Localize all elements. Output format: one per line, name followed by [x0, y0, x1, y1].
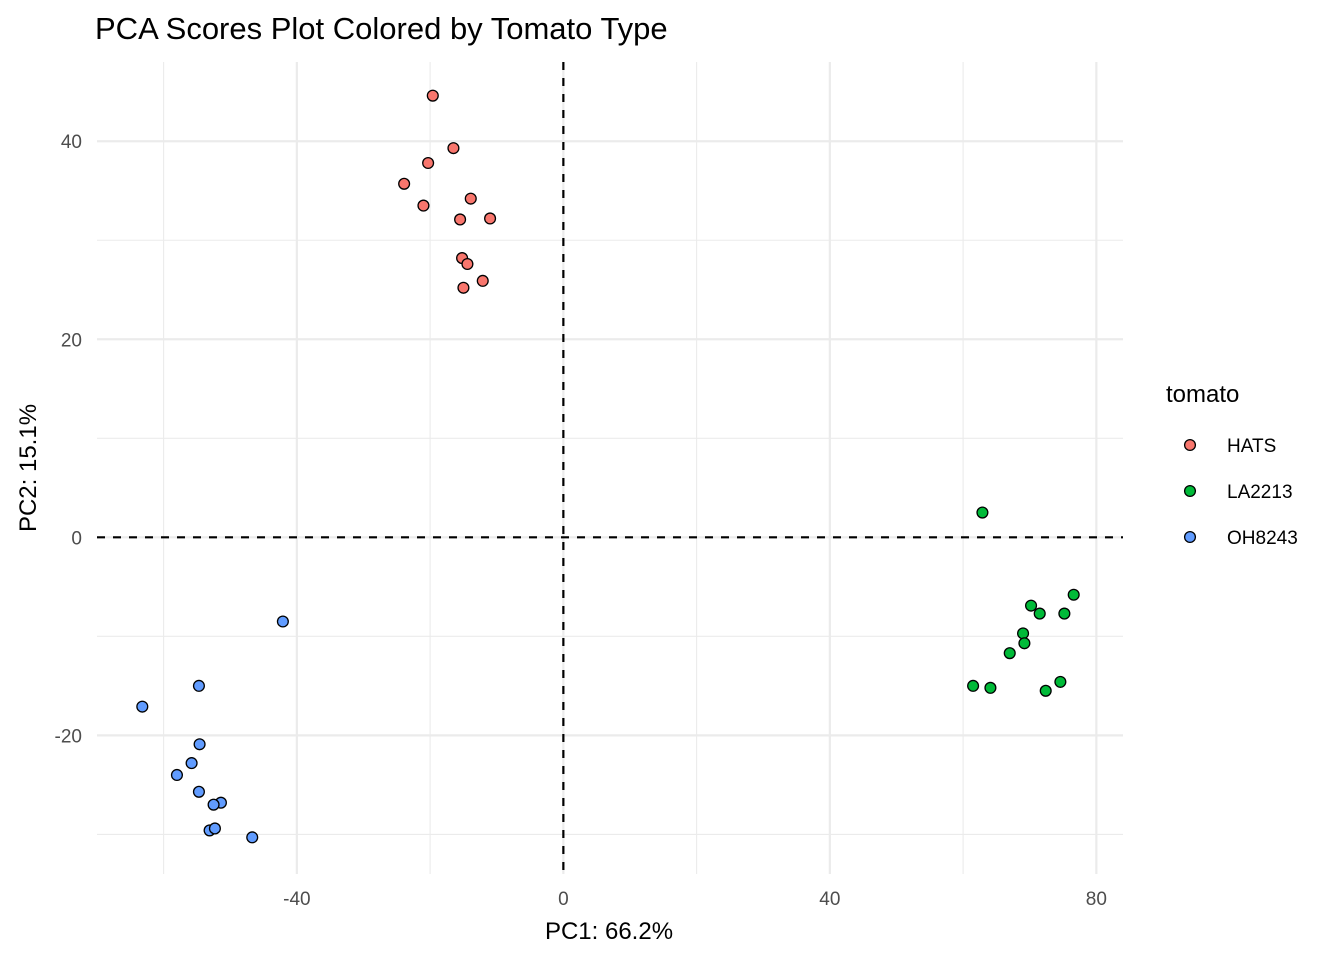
data-point-oh8243 [136, 700, 149, 713]
data-point-oh8243 [246, 831, 259, 844]
x-axis-tick-labels: -40 0 40 80 [283, 889, 1107, 910]
data-point-oh8243 [170, 768, 183, 782]
data-points [136, 89, 1080, 844]
x-tick-label: 0 [558, 889, 569, 910]
data-point-hats [457, 281, 470, 294]
y-tick-label: 0 [71, 528, 82, 549]
legend: tomato HATS LA2213 OH8243 [1166, 381, 1298, 549]
data-point-hats [476, 274, 489, 287]
x-axis-title: PC1: 66.2% [545, 918, 673, 945]
reference-lines [97, 62, 1123, 874]
data-point-la2213 [967, 679, 980, 692]
data-point-hats [426, 89, 439, 102]
plot-panel [97, 62, 1123, 874]
data-point-oh8243 [208, 822, 221, 835]
data-point-la2213 [1067, 588, 1080, 601]
data-point-hats [422, 156, 435, 170]
legend-label-hats: HATS [1227, 436, 1276, 457]
data-point-oh8243 [207, 798, 220, 811]
data-point-la2213 [976, 506, 989, 519]
data-point-hats [417, 199, 430, 212]
data-point-la2213 [1058, 607, 1071, 620]
data-point-hats [484, 212, 497, 225]
y-tick-label: 20 [61, 330, 82, 351]
data-point-hats [454, 213, 467, 226]
data-point-oh8243 [276, 615, 289, 628]
legend-key-la2213 [1183, 484, 1197, 498]
data-point-hats [464, 192, 477, 205]
y-axis-title: PC2: 15.1% [15, 404, 42, 532]
data-point-la2213 [984, 681, 997, 694]
data-point-hats [461, 257, 474, 271]
legend-label-oh8243: OH8243 [1227, 528, 1298, 549]
data-point-la2213 [1018, 637, 1031, 650]
data-point-hats [398, 177, 411, 190]
data-point-la2213 [1003, 647, 1016, 660]
data-point-hats [447, 142, 460, 155]
legend-key-hats [1183, 438, 1197, 452]
x-tick-label: 40 [819, 889, 840, 910]
y-tick-label: -20 [55, 726, 82, 747]
x-tick-label: -40 [283, 889, 310, 910]
legend-title: tomato [1166, 381, 1239, 408]
data-point-la2213 [1025, 599, 1038, 612]
legend-label-la2213: LA2213 [1227, 482, 1293, 503]
legend-key-oh8243 [1183, 530, 1197, 544]
data-point-la2213 [1033, 607, 1046, 620]
data-point-la2213 [1039, 684, 1052, 697]
data-point-la2213 [1017, 627, 1030, 640]
grid-lines [97, 62, 1123, 874]
data-point-oh8243 [192, 785, 205, 798]
data-point-oh8243 [193, 738, 206, 751]
data-point-oh8243 [185, 757, 198, 770]
x-tick-label: 80 [1086, 889, 1107, 910]
data-point-la2213 [1054, 675, 1067, 688]
chart-title: PCA Scores Plot Colored by Tomato Type [95, 11, 668, 46]
data-point-oh8243 [192, 679, 205, 692]
y-axis-tick-labels: -20 0 20 40 [55, 132, 82, 747]
y-tick-label: 40 [61, 132, 82, 153]
